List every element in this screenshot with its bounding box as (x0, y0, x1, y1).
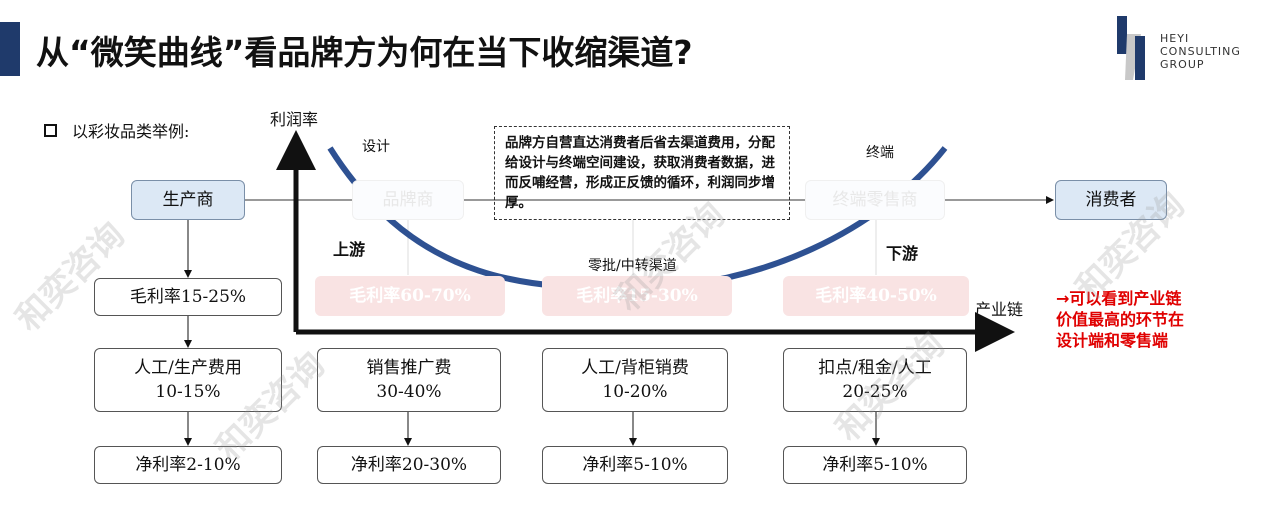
chain-retailer: 终端零售商 (805, 180, 945, 220)
title-accent-bar (0, 22, 20, 76)
net-margin-2: 净利率5-10% (542, 446, 728, 484)
note-box: 品牌方自营直达消费者后省去渠道费用，分配给设计与终端空间建设，获取消费者数据，进… (494, 126, 790, 220)
gross-margin-0: 毛利率15-25% (94, 278, 282, 316)
cost-1: 销售推广费 30-40% (317, 348, 501, 412)
y-axis-label: 利润率 (270, 110, 319, 129)
gross-margin-3: 毛利率40-50% (783, 276, 969, 316)
label-upstream: 上游 (333, 240, 366, 259)
gross-margin-2: 毛利率15-30% (542, 276, 732, 316)
label-middle: 零批/中转渠道 (588, 258, 677, 274)
intro-text: 以彩妆品类举例: (72, 122, 190, 141)
gross-margin-1: 毛利率60-70% (315, 276, 505, 316)
net-margin-1: 净利率20-30% (317, 446, 501, 484)
logo-text: HEYI CONSULTING GROUP (1160, 32, 1241, 71)
cost-0: 人工/生产费用 10-15% (94, 348, 282, 412)
chain-consumer: 消费者 (1055, 180, 1167, 220)
cost-3: 扣点/租金/人工 20-25% (783, 348, 967, 412)
conclusion-text: →可以看到产业链价值最高的环节在设计端和零售端 (1056, 289, 1185, 350)
cost-2: 人工/背柜销费 10-20% (542, 348, 728, 412)
net-margin-0: 净利率2-10% (94, 446, 282, 484)
heyi-logo (1117, 16, 1145, 80)
label-design: 设计 (362, 139, 390, 155)
chain-brand: 品牌商 (352, 180, 464, 220)
x-axis-label: 产业链 (975, 300, 1024, 319)
label-downstream: 下游 (886, 244, 919, 263)
bullet-square (44, 124, 57, 137)
page-title: 从“微笑曲线”看品牌方为何在当下收缩渠道? (36, 33, 693, 72)
net-margin-3: 净利率5-10% (783, 446, 967, 484)
chain-producer: 生产商 (131, 180, 245, 220)
label-terminal: 终端 (866, 145, 894, 161)
